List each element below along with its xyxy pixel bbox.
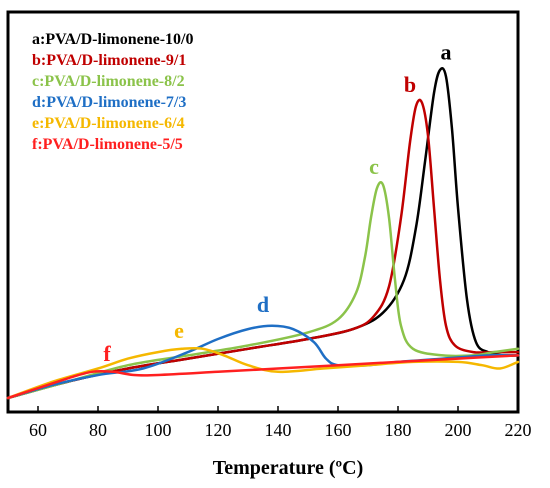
legend-entry-f: f:PVA/D-limonene-5/5 [32, 136, 183, 153]
legend-entry-d: d:PVA/D-limonene-7/3 [32, 94, 186, 111]
legend-entry-b: b:PVA/D-limonene-9/1 [32, 52, 186, 69]
peak-label-e: e [174, 318, 184, 343]
series-lines [6, 67, 520, 400]
legend-entry-e: e:PVA/D-limonene-6/4 [32, 115, 185, 132]
peak-label-d: d [257, 292, 269, 317]
legend-entry-c: c:PVA/D-limonene-8/2 [32, 73, 185, 90]
series-line-c [6, 180, 520, 400]
series-line-f [6, 354, 520, 400]
x-axis-title: Temperature (ºC) [213, 457, 363, 479]
peak-labels: ab c d e f [103, 39, 451, 366]
peak-label-f: f [103, 341, 111, 366]
x-tick-label-100: 100 [145, 420, 172, 440]
peak-label-b: b [404, 72, 416, 97]
x-tick-label-120: 120 [205, 420, 232, 440]
x-tick-label-180: 180 [385, 420, 412, 440]
x-tick-label-160: 160 [325, 420, 352, 440]
x-axis: 60 80 100 120 140 160 180 200 220 [29, 406, 532, 440]
x-tick-label-60: 60 [29, 420, 47, 440]
x-tick-label-140: 140 [265, 420, 292, 440]
peak-label-a: a [441, 39, 452, 64]
series-line-b [6, 98, 520, 400]
x-tick-label-220: 220 [505, 420, 532, 440]
plot-frame [6, 10, 520, 414]
x-tick-label-200: 200 [445, 420, 472, 440]
x-tick-label-80: 80 [89, 420, 107, 440]
legend-entry-a: a:PVA/D-limonene-10/0 [32, 31, 193, 48]
series-line-e [6, 346, 520, 400]
peak-label-c: c [369, 154, 379, 179]
legend: a:PVA/D-limonene-10/0 b:PVA/D-limonene-9/… [32, 31, 193, 153]
